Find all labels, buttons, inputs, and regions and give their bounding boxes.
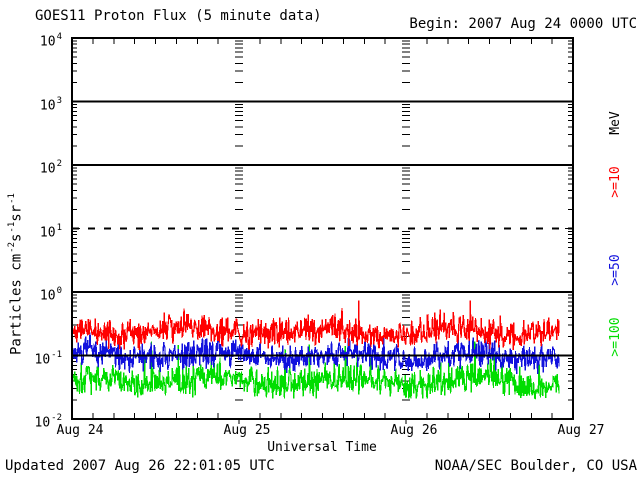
legend-entry-ge100: >=100 [608,317,623,357]
begin-timestamp: Begin: 2007 Aug 24 0000 UTC [409,16,637,32]
y-tick-label: 100 [39,286,62,304]
series--100-MeV-protons [71,341,560,400]
x-tick-label: Aug 24 [56,423,104,438]
x-axis-title: Universal Time [267,440,377,455]
y-tick-label: 101 [39,222,62,240]
y-tick-label: 10-2 [34,413,63,431]
y-tick-label: 10-1 [34,349,63,367]
x-tick-label: Aug 26 [390,423,438,438]
series--10-MeV-protons [71,300,560,351]
x-tick-label: Aug 27 [557,423,605,438]
updated-timestamp: Updated 2007 Aug 26 22:01:05 UTC [5,458,275,474]
y-tick-label: 102 [39,159,62,177]
y-tick-label: 103 [39,95,62,113]
x-tick-label: Aug 25 [223,423,271,438]
y-axis-title: Particles cm-2s-1sr-1 [7,193,25,355]
y-tick-label: 104 [39,32,62,50]
source-credit: NOAA/SEC Boulder, CO USA [434,458,637,474]
chart-title: GOES11 Proton Flux (5 minute data) [35,8,322,24]
